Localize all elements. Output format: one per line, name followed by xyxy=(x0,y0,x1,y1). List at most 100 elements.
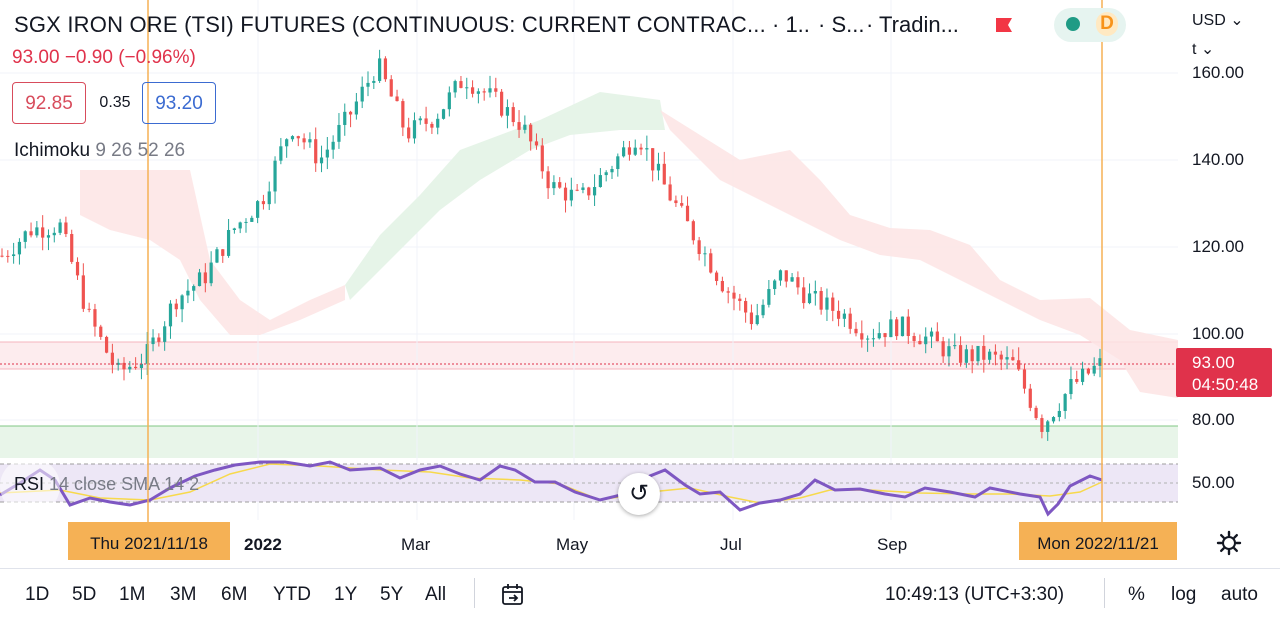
candle-body xyxy=(46,235,51,238)
range-5d-button[interactable]: 5D xyxy=(72,584,97,605)
time-tick: May xyxy=(556,535,589,554)
log-scale-toggle[interactable]: log xyxy=(1171,584,1197,605)
candle-body xyxy=(651,148,655,171)
candle-body xyxy=(139,363,144,369)
range-3m-button[interactable]: 3M xyxy=(170,584,197,605)
candle-body xyxy=(540,145,544,172)
buy-button[interactable]: 93.20 xyxy=(142,82,216,124)
sell-button[interactable]: 92.85 xyxy=(12,82,86,124)
range-ytd-button[interactable]: YTD xyxy=(273,584,311,605)
ichimoku-legend[interactable]: Ichimoku 9 26 52 26 xyxy=(14,140,185,162)
ichimoku-name: Ichimoku xyxy=(14,140,91,161)
range-1y-button[interactable]: 1Y xyxy=(334,584,358,605)
candle-body xyxy=(662,163,666,185)
candle-body xyxy=(988,351,992,360)
candle-body xyxy=(558,182,562,188)
range-6m-button[interactable]: 6M xyxy=(221,584,248,605)
candle-body xyxy=(453,81,457,93)
candle-body xyxy=(441,109,446,119)
rsi-legend[interactable]: RSI 14 close SMA 14 2 xyxy=(14,474,199,495)
range-1d-button[interactable]: 1D xyxy=(25,584,50,605)
candle-body xyxy=(482,91,486,93)
candle-body xyxy=(197,272,202,287)
candle-body xyxy=(1098,358,1102,366)
candle-body xyxy=(186,290,190,296)
candle-body xyxy=(761,304,765,316)
candle-body xyxy=(401,101,405,128)
symbol-title[interactable]: SGX IRON ORE (TSI) FUTURES (CONTINUOUS: … xyxy=(14,12,766,37)
candle-body xyxy=(906,316,910,337)
rsi-params: 14 close SMA 14 2 xyxy=(49,474,200,494)
candle-body xyxy=(935,331,939,342)
candle-body xyxy=(964,349,968,363)
candle-body xyxy=(1040,418,1044,432)
reset-icon: ↺ xyxy=(628,480,650,507)
candle-body xyxy=(488,88,492,93)
delayed-data-badge[interactable]: D xyxy=(1096,12,1118,36)
source-label[interactable]: · Tradin... xyxy=(866,12,959,37)
candle-body xyxy=(279,146,283,161)
candle-body xyxy=(296,136,300,139)
candle-body xyxy=(575,189,579,191)
candle-body xyxy=(854,328,858,334)
candle-body xyxy=(157,337,161,342)
price-change: −0.90 xyxy=(64,47,113,68)
reset-chart-button[interactable]: ↺ xyxy=(618,473,660,515)
candle-body xyxy=(918,340,922,345)
range-5y-button[interactable]: 5Y xyxy=(380,584,404,605)
ichimoku-params: 9 26 52 26 xyxy=(95,140,186,161)
candle-body xyxy=(180,295,184,310)
unit-selector[interactable]: t ⌄ xyxy=(1192,41,1215,58)
candle-body xyxy=(639,147,643,150)
auto-scale-toggle[interactable]: auto xyxy=(1221,584,1258,605)
candle-body xyxy=(546,171,550,189)
interval-label[interactable]: · 1.. xyxy=(772,12,810,37)
candle-body xyxy=(714,272,719,281)
quote-line: 93.00 −0.90 (−0.96%) xyxy=(12,47,196,69)
candle-body xyxy=(500,91,504,116)
candle-body xyxy=(366,82,370,87)
candle-body xyxy=(842,313,846,319)
candle-body xyxy=(517,122,521,130)
candle-body xyxy=(778,270,783,281)
candle-body xyxy=(1080,368,1085,382)
range-1m-button[interactable]: 1M xyxy=(119,584,146,605)
candle-body xyxy=(813,290,817,294)
candle-body xyxy=(75,261,80,276)
candle-body xyxy=(221,249,225,256)
candle-body xyxy=(720,280,724,292)
candle-body xyxy=(215,249,219,263)
candle-body xyxy=(970,349,974,362)
candle-body xyxy=(87,308,91,310)
candle-body xyxy=(534,141,539,146)
currency-selector[interactable]: USD ⌄ xyxy=(1192,12,1244,29)
candle-body xyxy=(110,352,114,365)
clock-timezone[interactable]: 10:49:13 (UTC+3:30) xyxy=(885,584,1065,605)
percent-scale-toggle[interactable]: % xyxy=(1128,584,1145,605)
candle-body xyxy=(465,87,469,89)
candle-body xyxy=(52,232,56,236)
candle-body xyxy=(122,362,126,370)
candle-body xyxy=(163,326,167,342)
price-tick: 100.00 xyxy=(1192,324,1244,343)
candle-body xyxy=(796,277,800,288)
candle-body xyxy=(999,354,1003,360)
gear-icon[interactable] xyxy=(1216,530,1242,556)
candle-body xyxy=(337,124,341,142)
range-all-button[interactable]: All xyxy=(425,584,447,605)
go-to-date-icon[interactable] xyxy=(500,582,526,608)
candle-body xyxy=(685,205,690,222)
candle-body xyxy=(505,107,510,116)
candle-body xyxy=(6,255,10,257)
candle-body xyxy=(645,148,649,150)
exchange-label[interactable]: · S... xyxy=(818,12,865,37)
candle-body xyxy=(523,124,527,130)
flag-icon[interactable] xyxy=(994,15,1014,35)
candle-body xyxy=(1063,394,1067,411)
candle-body xyxy=(848,313,852,329)
price-chart[interactable] xyxy=(0,0,1280,568)
candle-body xyxy=(430,123,434,128)
candle-body xyxy=(592,187,597,196)
last-price: 93.00 xyxy=(12,47,60,68)
candle-body xyxy=(929,331,934,337)
